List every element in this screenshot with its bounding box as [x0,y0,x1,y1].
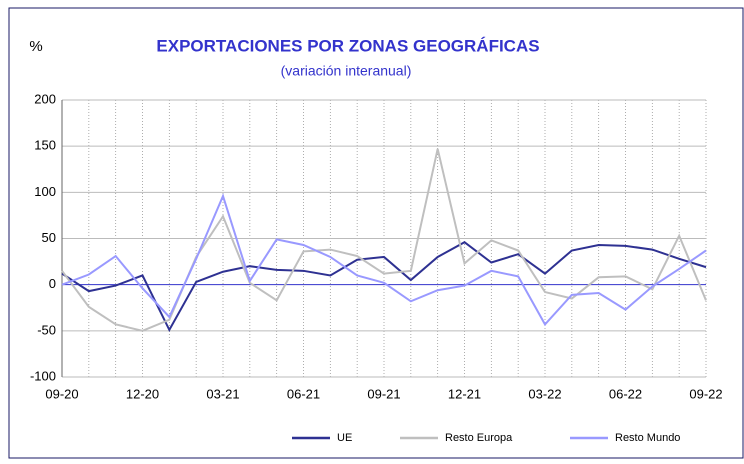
legend-label: UE [337,432,352,444]
y-tick-label: -50 [37,322,56,337]
chart-title: EXPORTACIONES POR ZONAS GEOGRÁFICAS [156,36,539,55]
x-tick-label: 12-20 [126,386,159,401]
x-tick-label: 06-22 [609,386,642,401]
y-tick-label: 50 [42,230,56,245]
x-tick-label: 09-22 [689,386,722,401]
y-tick-label: 0 [49,276,56,291]
chart-frame [8,7,744,459]
legend-label: Resto Mundo [615,432,680,444]
legend-label: Resto Europa [445,432,513,444]
y-tick-label: 150 [34,138,56,153]
x-tick-label: 09-20 [45,386,78,401]
y-tick-label: -100 [30,368,56,383]
series-line [61,193,707,327]
x-tick-label: 06-21 [287,386,320,401]
series-line [61,241,707,333]
series-line [61,148,707,332]
y-axis-label: % [29,38,42,55]
y-tick-label: 100 [34,184,56,199]
x-tick-label: 03-21 [206,386,239,401]
x-tick-label: 03-22 [528,386,561,401]
chart-subtitle: (variación interanual) [281,63,412,79]
x-tick-label: 12-21 [448,386,481,401]
x-tick-label: 09-21 [367,386,400,401]
y-tick-label: 200 [34,91,56,106]
